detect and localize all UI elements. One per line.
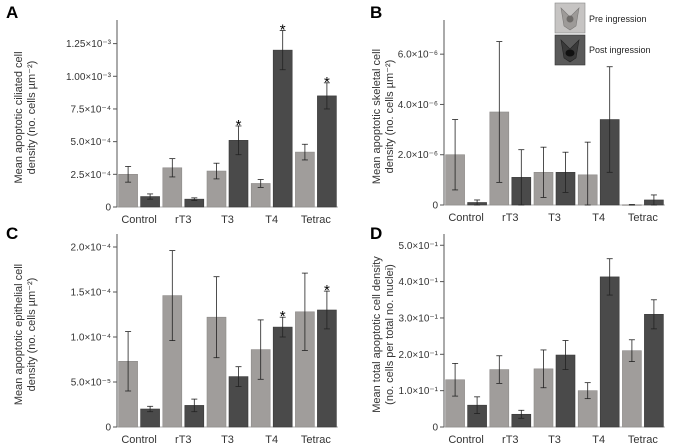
category-label: rT3	[175, 214, 192, 226]
y-tick-label: 1.0×10⁻¹	[399, 386, 439, 397]
y-tick-label: 7.5×10⁻⁴	[71, 104, 111, 115]
y-tick-label: 1.25×10⁻³	[66, 39, 112, 50]
bar-post	[272, 326, 293, 428]
y-tick-label: 0	[432, 423, 438, 434]
y-tick-label: 0	[432, 201, 438, 212]
significance-star: *	[280, 308, 286, 325]
y-tick-label: 5.0×10⁻⁵	[71, 378, 111, 389]
legend-pre: Pre ingression	[554, 2, 647, 34]
category-label: Control	[121, 214, 156, 226]
y-axis-title: Mean apoptotic ciliated celldensity (no.…	[13, 51, 38, 183]
panel-a: A 0 2.5×10⁻⁴ 5.0×10⁻⁴ 7.5×10⁻⁴ 1.00×10⁻³ 1.25×…	[6, 3, 338, 226]
y-axis-title-line: Mean apoptotic epithelial cell	[13, 264, 25, 405]
category-label: rT3	[502, 434, 519, 445]
category-label: Control	[448, 434, 483, 445]
panel-label: D	[370, 224, 382, 243]
panel-label: A	[6, 3, 18, 22]
y-axis-title-line: density (no. cells µm⁻²)	[26, 278, 38, 392]
significance-star: *	[280, 22, 286, 39]
y-tick-label: 2.0×10⁻⁶	[398, 150, 438, 161]
y-tick-label: 5.0×10⁻¹	[399, 241, 439, 252]
category-label: Tetrac	[301, 214, 331, 226]
category-label: T4	[265, 434, 278, 445]
category-label: T3	[221, 434, 234, 445]
y-tick-label: 4.0×10⁻¹	[399, 277, 439, 288]
legend: Pre ingression Post ingression	[554, 2, 651, 66]
y-axis-title-line: (no. cells per total no. nuclei)	[384, 264, 396, 405]
y-tick-label: 1.5×10⁻⁴	[71, 288, 111, 299]
panel-c: C 0 5.0×10⁻⁵ 1.0×10⁻⁴ 1.5×10⁻⁴ 2.0×10⁻⁴ Mean a…	[6, 224, 338, 445]
y-axis-title: Mean total apoptotic cell density(no. ce…	[371, 256, 396, 413]
bar-post	[272, 49, 293, 208]
significance-star: *	[324, 282, 330, 299]
bar-post	[317, 95, 337, 208]
y-axis-title-line: density (no. cells µm⁻²)	[384, 60, 396, 174]
category-label: Tetrac	[628, 434, 658, 445]
legend-post-label: Post ingression	[589, 45, 651, 55]
significance-star: *	[324, 74, 330, 91]
panel-label: C	[6, 224, 18, 243]
y-tick-label: 1.0×10⁻⁴	[71, 333, 111, 344]
y-tick-label: 1.00×10⁻³	[66, 72, 112, 83]
y-axis-title: Mean apoptotic epithelial celldensity (n…	[13, 264, 38, 405]
panel-label: B	[370, 3, 382, 22]
y-tick-label: 4.0×10⁻⁶	[398, 100, 438, 111]
y-axis-title-line: Mean apoptotic ciliated cell	[13, 51, 25, 183]
legend-post: Post ingression	[554, 34, 651, 66]
category-label: Control	[121, 434, 156, 445]
bar-post	[599, 276, 620, 428]
y-axis-title-line: Mean total apoptotic cell density	[371, 256, 383, 413]
y-tick-label: 2.5×10⁻⁴	[71, 170, 111, 181]
category-label: rT3	[502, 212, 519, 224]
y-axis-title-line: Mean apoptotic skeletal cell	[371, 49, 383, 184]
y-tick-label: 3.0×10⁻¹	[399, 313, 439, 324]
y-tick-label: 6.0×10⁻⁶	[398, 50, 438, 61]
category-label: Control	[448, 212, 483, 224]
category-label: T3	[221, 214, 234, 226]
legend-pre-label: Pre ingression	[589, 14, 647, 24]
category-label: T4	[265, 214, 278, 226]
panel-d: D 0 1.0×10⁻¹ 2.0×10⁻¹ 3.0×10⁻¹ 4.0×10⁻¹ 5.0×10…	[370, 224, 665, 445]
category-label: Tetrac	[628, 212, 658, 224]
significance-star: *	[236, 117, 242, 134]
category-label: T3	[548, 434, 561, 445]
category-label: T3	[548, 212, 561, 224]
y-tick-label: 5.0×10⁻⁴	[71, 137, 111, 148]
category-label: rT3	[175, 434, 192, 445]
y-tick-label: 0	[105, 423, 111, 434]
y-tick-label: 2.0×10⁻¹	[399, 350, 439, 361]
y-axis-title: Mean apoptotic skeletal celldensity (no.…	[371, 49, 396, 184]
y-axis-title-line: density (no. cells µm⁻²)	[26, 61, 38, 175]
bar-post	[644, 314, 664, 428]
bar-pre	[622, 350, 642, 428]
category-label: T4	[592, 434, 605, 445]
category-label: Tetrac	[301, 434, 331, 445]
category-label: T4	[592, 212, 605, 224]
y-tick-label: 0	[105, 203, 111, 214]
y-tick-label: 2.0×10⁻⁴	[71, 243, 111, 254]
